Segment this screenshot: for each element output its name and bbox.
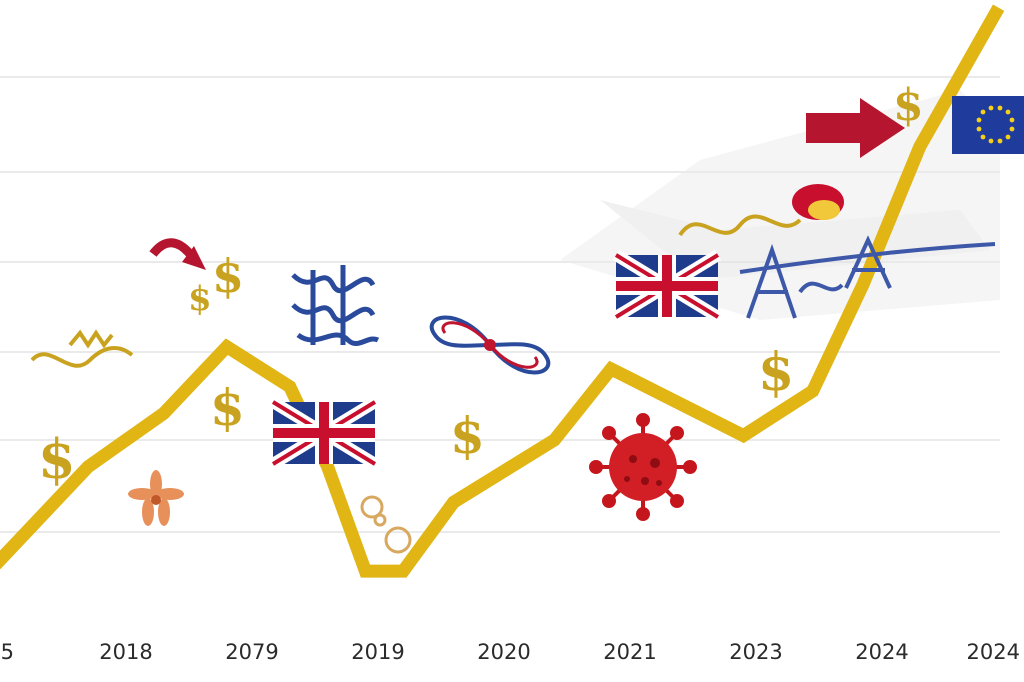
x-tick-label: 5 [1,640,14,664]
union-jack-flag-icon [612,249,722,323]
flower-icon [360,495,412,554]
scribble-icon [739,235,996,319]
x-tick-label: 2024 [967,640,1020,664]
union-jack-flag-icon [269,396,379,470]
arrow-icon [149,238,206,270]
dollar-sign-icon: $ [212,249,244,303]
x-tick-label: 2023 [729,640,782,664]
scribble-icon [30,214,802,368]
dollar-sign-icon: $ [758,342,794,403]
ribbon-icon [429,315,551,375]
x-axis-tick-labels: 5 2018 2079 2019 2020 2021 2023 2024 2024 [1,640,1020,664]
dollar-sign-icon: $ [450,406,485,465]
dollar-sign-icon: $ [188,279,212,319]
dollar-sign-icon: $ [893,80,924,131]
x-tick-label: 2020 [477,640,530,664]
virus-icon [589,413,697,521]
x-tick-label: 2021 [603,640,656,664]
x-tick-label: 2079 [225,640,278,664]
x-tick-label: 2024 [855,640,908,664]
flower-icon [128,470,184,526]
flourish-icon [291,265,380,346]
x-tick-label: 2019 [351,640,404,664]
eu-flag-icon [952,96,1024,154]
x-tick-label: 2018 [99,640,152,664]
scribble-icon [792,184,844,220]
gridlines [0,76,1000,533]
arrow-icon [806,98,905,158]
dollar-sign-icon: $ [210,378,245,437]
series-line [0,4,1005,578]
dollar-sign-icon: $ [38,427,76,491]
